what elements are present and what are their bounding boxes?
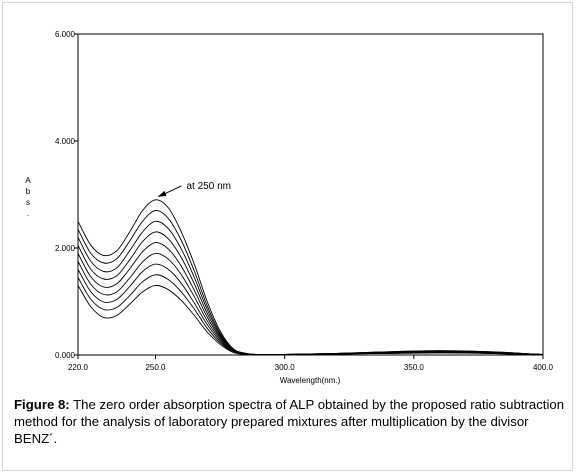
y-axis-label-char: b <box>26 187 31 196</box>
figure-caption: Figure 8: The zero order absorption spec… <box>14 396 566 447</box>
y-tick-label: 2.000 <box>55 244 76 253</box>
y-axis-label-char: . <box>27 209 29 218</box>
annotation-label: at 250 nm <box>187 181 231 192</box>
annotation-arrow-head <box>157 190 167 197</box>
spectrum-line-9 <box>77 284 544 356</box>
y-axis-label: Abs. <box>25 176 31 218</box>
plot-area <box>77 33 544 356</box>
x-tick-label: 220.0 <box>68 363 89 372</box>
y-axis-label-char: s <box>26 198 30 207</box>
spectrum-line-2 <box>77 210 544 356</box>
x-axis-ticks: 220.0 250.0 300.0 350.0 400.0 <box>68 355 554 372</box>
x-tick-label: 350.0 <box>404 363 425 372</box>
caption-label: Figure 8: <box>14 397 70 412</box>
x-tick-label: 400.0 <box>533 363 554 372</box>
spectra-chart: Abs. 220.0 250.0 300.0 350.0 400.0 0.000 2.00… <box>25 30 554 385</box>
spectra-series <box>77 199 544 356</box>
y-tick-label: 6.000 <box>55 30 76 39</box>
x-axis-label: Wavelength(nm.) <box>280 376 341 385</box>
x-tick-label: 250.0 <box>145 363 166 372</box>
y-axis-label-char: A <box>25 176 31 185</box>
x-tick-label: 300.0 <box>275 363 296 372</box>
figure-frame <box>2 2 573 471</box>
y-tick-label: 4.000 <box>55 137 76 146</box>
y-axis-ticks: 0.000 2.000 4.000 6.000 <box>55 30 78 360</box>
annotation: at 250 nm <box>157 181 231 197</box>
caption-text: The zero order absorption spectra of ALP… <box>14 397 565 446</box>
y-tick-label: 0.000 <box>55 351 76 360</box>
